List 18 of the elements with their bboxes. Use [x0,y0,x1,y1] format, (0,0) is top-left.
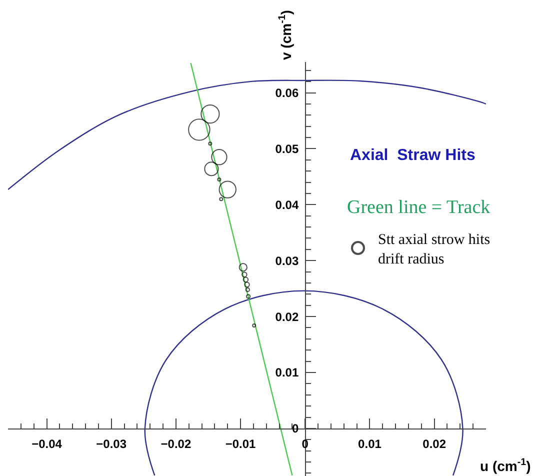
y-tick-label: 0.01 [275,366,299,380]
legend-label: Stt axial strow hits drift radius [378,232,490,268]
x-tick-label: 0.02 [422,436,446,451]
x-axis-title: u (cm$^{-1}$) [480,457,531,474]
x-tick-label: −0.02 [160,436,192,451]
line-series [8,80,486,190]
x-tick-label: −0.04 [32,436,62,451]
y-tick-label: 0.04 [275,198,299,212]
y-tick-label: 0.03 [275,254,299,268]
x-tick-label: −0.03 [96,436,127,451]
annotation: Axial Straw Hits [350,147,476,164]
annotation: Green line = Track [347,197,491,218]
y-tick-label: 0.05 [275,142,299,156]
x-tick-label: −0.01 [225,436,256,451]
y-tick-label: 0.06 [275,86,299,100]
line-series [144,290,464,476]
x-tick-label: 0.01 [358,436,382,451]
y-tick-label: 0.02 [275,310,299,324]
